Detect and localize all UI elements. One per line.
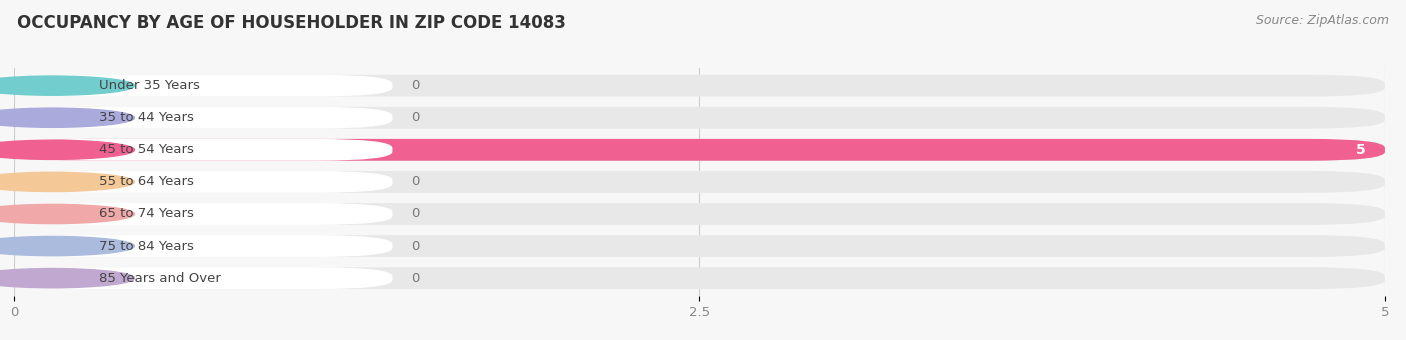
FancyBboxPatch shape <box>14 107 1385 129</box>
Text: 85 Years and Over: 85 Years and Over <box>98 272 221 285</box>
Circle shape <box>0 236 135 256</box>
FancyBboxPatch shape <box>14 75 1385 97</box>
Circle shape <box>0 76 135 95</box>
Text: 0: 0 <box>412 175 420 188</box>
Text: 35 to 44 Years: 35 to 44 Years <box>98 111 194 124</box>
Text: 0: 0 <box>412 79 420 92</box>
Text: 0: 0 <box>412 272 420 285</box>
FancyBboxPatch shape <box>14 203 392 225</box>
Circle shape <box>0 140 135 159</box>
Text: 55 to 64 Years: 55 to 64 Years <box>98 175 194 188</box>
Circle shape <box>0 108 135 128</box>
Text: 0: 0 <box>412 207 420 220</box>
Text: 75 to 84 Years: 75 to 84 Years <box>98 240 194 253</box>
FancyBboxPatch shape <box>14 267 392 289</box>
Text: Under 35 Years: Under 35 Years <box>98 79 200 92</box>
Text: Source: ZipAtlas.com: Source: ZipAtlas.com <box>1256 14 1389 27</box>
FancyBboxPatch shape <box>14 139 1385 161</box>
Text: OCCUPANCY BY AGE OF HOUSEHOLDER IN ZIP CODE 14083: OCCUPANCY BY AGE OF HOUSEHOLDER IN ZIP C… <box>17 14 565 32</box>
Circle shape <box>0 172 135 191</box>
FancyBboxPatch shape <box>14 235 392 257</box>
FancyBboxPatch shape <box>14 75 392 97</box>
FancyBboxPatch shape <box>14 139 392 161</box>
Circle shape <box>0 269 135 288</box>
Circle shape <box>0 204 135 224</box>
FancyBboxPatch shape <box>14 203 1385 225</box>
FancyBboxPatch shape <box>14 107 392 129</box>
FancyBboxPatch shape <box>14 171 1385 193</box>
Text: 65 to 74 Years: 65 to 74 Years <box>98 207 194 220</box>
Text: 45 to 54 Years: 45 to 54 Years <box>98 143 194 156</box>
FancyBboxPatch shape <box>14 267 1385 289</box>
FancyBboxPatch shape <box>14 139 1385 161</box>
FancyBboxPatch shape <box>14 171 392 193</box>
FancyBboxPatch shape <box>14 235 1385 257</box>
Text: 0: 0 <box>412 240 420 253</box>
Text: 5: 5 <box>1355 143 1365 157</box>
Text: 0: 0 <box>412 111 420 124</box>
